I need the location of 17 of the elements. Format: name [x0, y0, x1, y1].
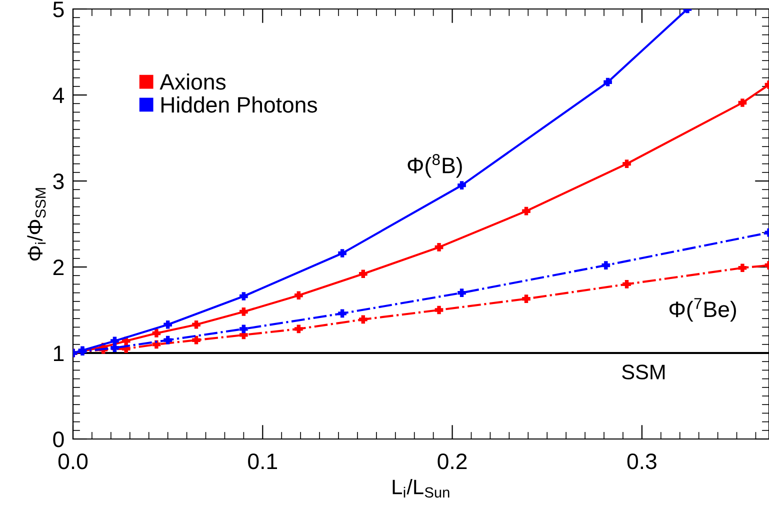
annotation: Φ($^{7}$Be)	[669, 298, 736, 322]
annotation: Φ($^{8}$B)	[408, 154, 462, 178]
x-tick-label: 0.3	[627, 453, 656, 470]
y-tick-label: 0	[53, 432, 64, 448]
legend-label: Hidden Photons	[161, 96, 318, 113]
y-axis-title: Φ$_{i}$/Φ$_{SSM}$	[27, 188, 46, 261]
ref-line-label: SSM	[622, 364, 665, 380]
x-tick-label: 0.1	[248, 453, 278, 470]
x-tick-label: 0.0	[58, 453, 88, 470]
y-tick-label: 1	[54, 346, 64, 362]
y-tick-label: 3	[53, 174, 64, 190]
x-axis-title: L$_{i}$/L$_{Sun}$	[392, 479, 450, 498]
legend-label: Axions	[160, 73, 226, 90]
x-tick-label: 0.2	[438, 453, 467, 470]
y-tick-label: 4	[52, 88, 64, 104]
y-tick-label: 5	[53, 2, 64, 18]
y-tick-label: 2	[53, 260, 64, 276]
